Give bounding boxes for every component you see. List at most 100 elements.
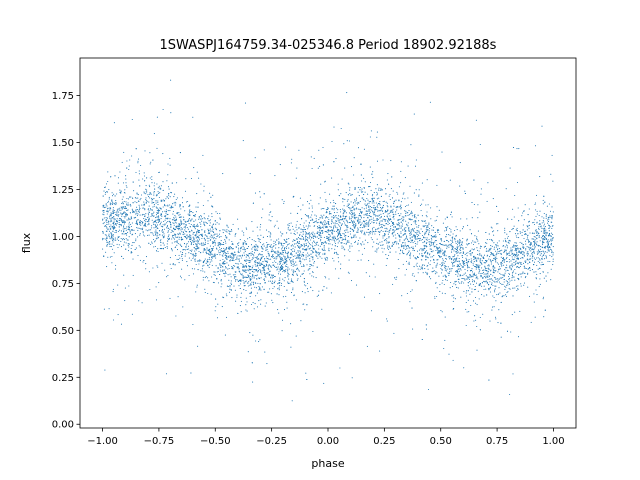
data-point (162, 248, 165, 250)
data-point (298, 227, 300, 229)
data-point (121, 215, 123, 217)
data-point (306, 239, 308, 242)
data-point (228, 267, 230, 270)
data-point (494, 316, 497, 318)
data-point (472, 262, 474, 264)
data-point (534, 202, 537, 204)
data-point (377, 206, 379, 209)
data-point (163, 200, 165, 202)
data-point (371, 209, 373, 211)
data-point (157, 227, 159, 229)
data-point (136, 220, 138, 222)
data-point (363, 217, 365, 219)
data-point (495, 300, 497, 302)
data-point (399, 253, 401, 255)
data-point (496, 281, 498, 283)
data-point (148, 210, 150, 212)
data-point (290, 222, 292, 224)
data-point (272, 253, 274, 256)
data-point (505, 295, 508, 297)
data-point (431, 225, 433, 227)
data-point (261, 254, 263, 256)
data-point (287, 254, 289, 256)
data-point (388, 246, 390, 248)
data-point (401, 225, 403, 227)
data-point (421, 182, 423, 184)
data-point (380, 188, 382, 190)
data-point (138, 300, 140, 302)
data-point (521, 234, 523, 236)
data-point (135, 213, 137, 215)
data-point (123, 238, 125, 240)
data-point (358, 195, 360, 197)
data-point (193, 247, 195, 249)
data-point (526, 239, 528, 241)
data-point (440, 309, 442, 312)
data-point (144, 150, 146, 152)
data-point (523, 251, 525, 253)
data-point (323, 236, 325, 238)
data-point (528, 267, 530, 270)
data-point (343, 242, 345, 245)
data-point (477, 265, 479, 267)
data-point (416, 262, 418, 264)
data-point (147, 196, 150, 198)
data-point (402, 220, 404, 222)
data-point (464, 264, 466, 267)
data-point (426, 252, 428, 254)
data-point (218, 243, 220, 245)
data-point (398, 234, 400, 236)
data-point (320, 214, 322, 216)
data-point (504, 238, 506, 240)
data-point (400, 204, 402, 206)
data-point (141, 302, 143, 304)
data-point (431, 256, 433, 258)
data-point (337, 224, 339, 226)
data-point (233, 256, 235, 258)
data-point (508, 275, 510, 278)
data-point (181, 197, 184, 199)
data-point (134, 196, 136, 199)
data-point (373, 226, 375, 228)
data-point (387, 213, 389, 215)
data-point (350, 166, 353, 168)
data-point (405, 230, 407, 232)
data-point (407, 204, 410, 206)
data-point (522, 247, 524, 249)
data-point (385, 227, 387, 229)
data-point (120, 218, 122, 221)
data-point (333, 235, 335, 237)
data-point (477, 257, 479, 259)
data-point (179, 233, 181, 235)
data-point (319, 165, 321, 167)
data-point (136, 206, 138, 208)
data-point (179, 206, 181, 208)
data-point (108, 220, 110, 222)
data-point (143, 218, 145, 220)
data-point (166, 243, 168, 245)
data-point (204, 288, 206, 290)
data-point (324, 257, 326, 259)
data-point (372, 193, 374, 196)
data-point (265, 229, 268, 231)
data-point (417, 256, 420, 258)
data-point (485, 281, 487, 283)
data-point (426, 272, 428, 274)
data-point (495, 254, 497, 256)
data-point (156, 209, 158, 211)
data-point (467, 285, 469, 287)
data-point (228, 239, 230, 241)
data-point (462, 266, 465, 268)
data-point (150, 192, 152, 194)
data-point (125, 175, 127, 177)
data-point (222, 255, 224, 257)
data-point (388, 212, 390, 215)
data-point (137, 158, 140, 160)
data-point (260, 245, 262, 247)
data-point (117, 214, 119, 216)
data-point (431, 242, 433, 244)
data-point (296, 256, 298, 258)
data-point (128, 225, 130, 227)
data-point (439, 249, 441, 252)
data-point (170, 79, 172, 81)
